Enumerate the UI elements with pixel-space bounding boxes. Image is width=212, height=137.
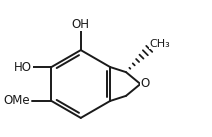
Text: O: O xyxy=(140,78,150,91)
Text: OH: OH xyxy=(72,18,90,31)
Text: CH₃: CH₃ xyxy=(149,39,170,49)
Text: OMe: OMe xyxy=(3,94,30,107)
Text: HO: HO xyxy=(14,61,32,74)
